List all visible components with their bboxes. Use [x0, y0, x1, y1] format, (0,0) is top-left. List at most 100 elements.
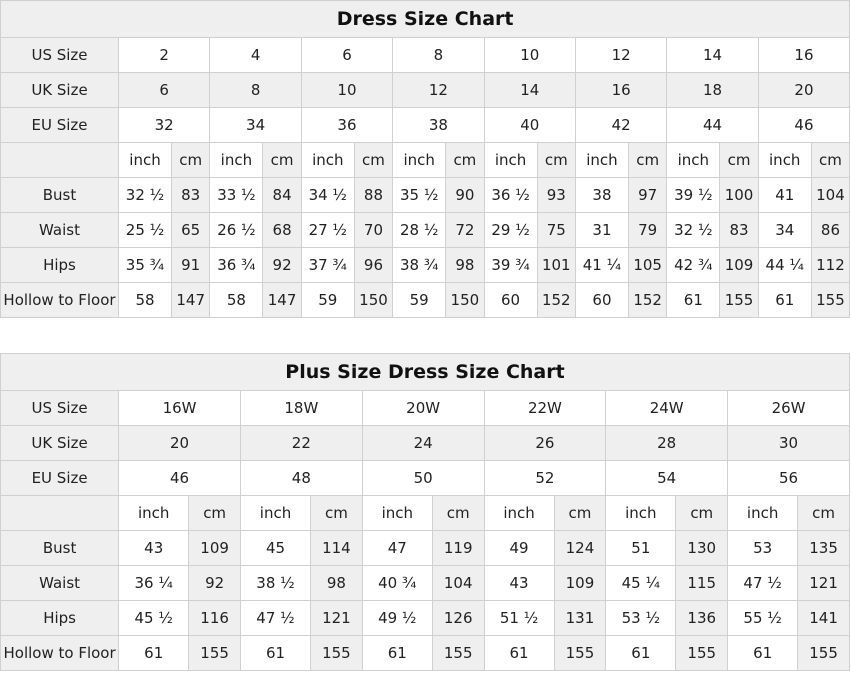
row-label: Waist [0, 212, 119, 248]
cm-value: 114 [310, 530, 363, 566]
inch-value: 28 ½ [392, 212, 447, 248]
size-cell: 12 [574, 37, 668, 73]
unit-cm: cm [797, 495, 850, 531]
cm-value: 141 [797, 600, 850, 636]
title-row: Dress Size Chart [0, 0, 851, 38]
inch-value: 35 ½ [392, 177, 447, 213]
inch-value: 38 ¾ [392, 247, 447, 283]
plus-size-chart-table: Plus Size Dress Size Chart US Size 16W 18W 2… [0, 353, 850, 671]
measurement-row: Waist 36 ¼ 92 38 ½ 98 40 ¾ 104 43 109 45 ¼ 115 47 ½… [0, 565, 850, 601]
inch-value: 61 [666, 282, 721, 318]
cm-value: 131 [553, 600, 607, 636]
size-cell: 6 [300, 37, 394, 73]
cm-value: 65 [170, 212, 211, 248]
row-label: Hollow to Floor [0, 635, 120, 671]
cm-value: 92 [262, 247, 302, 283]
size-cell: 46 [757, 107, 851, 143]
unit-cm: cm [431, 495, 485, 531]
inch-value: 32 ½ [666, 212, 721, 248]
inch-value: 38 ½ [239, 565, 312, 601]
unit-inch: inch [757, 142, 812, 178]
unit-inch: inch [392, 142, 447, 178]
unit-inch: inch [483, 142, 538, 178]
inch-value: 47 ½ [727, 565, 799, 601]
unit-cm: cm [170, 142, 211, 178]
cm-value: 83 [170, 177, 211, 213]
cm-value: 126 [431, 600, 485, 636]
cm-value: 92 [188, 565, 241, 601]
size-cell: 16W [118, 390, 241, 426]
inch-value: 35 ¾ [118, 247, 172, 283]
unit-cm: cm [719, 142, 759, 178]
size-cell: 8 [392, 37, 485, 73]
cm-value: 104 [431, 565, 485, 601]
row-label: US Size [0, 390, 120, 426]
unit-inch: inch [209, 142, 264, 178]
cm-value: 97 [627, 177, 668, 213]
cm-value: 124 [553, 530, 607, 566]
inch-value: 27 ½ [300, 212, 355, 248]
size-cell: 18W [239, 390, 363, 426]
size-cell: 24 [361, 425, 485, 461]
row-label: Waist [0, 565, 120, 601]
inch-value: 61 [727, 635, 799, 671]
size-cell: 38 [392, 107, 485, 143]
size-cell: 22W [483, 390, 607, 426]
cm-value: 93 [536, 177, 576, 213]
cm-value: 104 [810, 177, 851, 213]
measurement-row: Waist 25 ½ 65 26 ½ 68 27 ½ 70 28 ½ 72 29 ½ 75 31 79 3… [0, 212, 851, 248]
eu-size-row: EU Size 32 34 36 38 40 42 44 46 [0, 107, 851, 143]
unit-inch: inch [361, 495, 433, 531]
inch-value: 58 [209, 282, 264, 318]
unit-inch: inch [118, 142, 172, 178]
cm-value: 155 [310, 635, 363, 671]
cm-value: 119 [431, 530, 485, 566]
inch-value: 29 ½ [483, 212, 538, 248]
cm-value: 147 [170, 282, 211, 318]
size-cell: 10 [300, 72, 394, 108]
inch-value: 34 ½ [300, 177, 355, 213]
cm-value: 109 [188, 530, 241, 566]
unit-row: inch cm inch cm inch cm inch cm inch cm inch cm inch… [0, 142, 851, 178]
size-cell: 52 [483, 460, 607, 496]
cm-value: 112 [810, 247, 851, 283]
inch-value: 33 ½ [209, 177, 264, 213]
unit-cm: cm [353, 142, 394, 178]
cm-value: 109 [719, 247, 759, 283]
size-cell: 16 [757, 37, 851, 73]
row-label: EU Size [0, 460, 120, 496]
cm-value: 86 [810, 212, 851, 248]
cm-value: 84 [262, 177, 302, 213]
measurement-row: Hollow to Floor 61 155 61 155 61 155 61 155 61 155… [0, 635, 850, 671]
cm-value: 121 [310, 600, 363, 636]
cm-value: 155 [188, 635, 241, 671]
row-label: Bust [0, 177, 119, 213]
unit-inch: inch [605, 495, 677, 531]
cm-value: 91 [170, 247, 211, 283]
size-cell: 2 [117, 37, 211, 73]
size-cell: 14 [666, 37, 759, 73]
measurement-row: Bust 32 ½ 83 33 ½ 84 34 ½ 88 35 ½ 90 36 ½ 93 38 97 39… [0, 177, 851, 213]
inch-value: 44 ¼ [757, 247, 812, 283]
cm-value: 101 [536, 247, 576, 283]
inch-value: 47 ½ [239, 600, 312, 636]
size-cell: 14 [483, 72, 576, 108]
row-label: Hips [0, 600, 120, 636]
uk-size-row: UK Size 20 22 24 26 28 30 [0, 425, 850, 461]
size-cell: 10 [483, 37, 576, 73]
inch-value: 45 ¼ [605, 565, 677, 601]
cm-value: 155 [675, 635, 729, 671]
inch-value: 58 [118, 282, 172, 318]
inch-value: 31 [574, 212, 629, 248]
cm-value: 155 [810, 282, 851, 318]
unit-inch: inch [118, 495, 190, 531]
unit-cm: cm [553, 495, 607, 531]
size-cell: 20W [361, 390, 485, 426]
size-cell: 24W [605, 390, 729, 426]
unit-inch: inch [666, 142, 721, 178]
size-cell: 12 [392, 72, 485, 108]
inch-value: 49 ½ [361, 600, 433, 636]
size-cell: 26W [727, 390, 850, 426]
us-size-row: US Size 2 4 6 8 10 12 14 16 [0, 37, 851, 73]
inch-value: 47 [361, 530, 433, 566]
